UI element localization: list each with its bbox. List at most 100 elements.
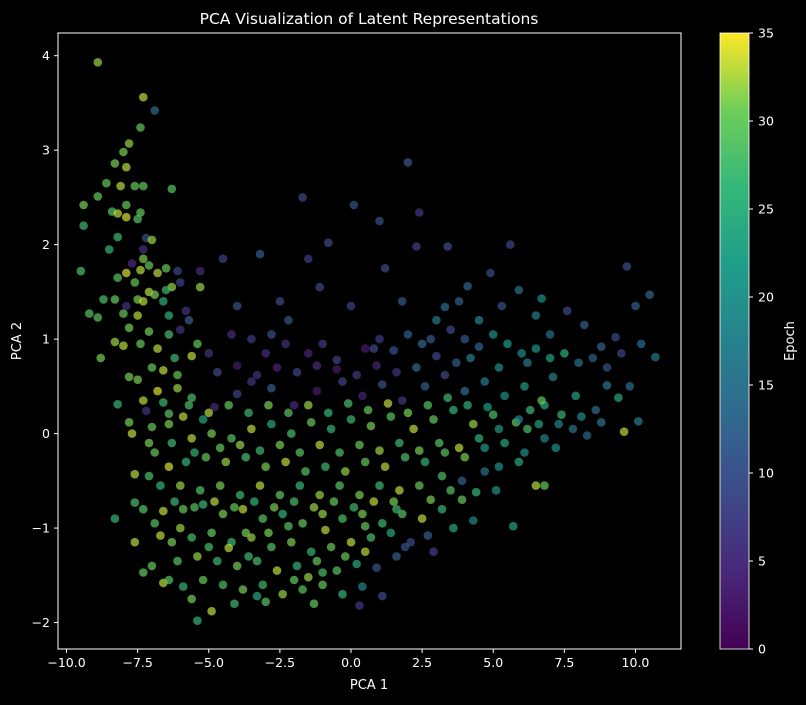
- data-point: [116, 181, 125, 191]
- data-point: [275, 297, 285, 306]
- data-point: [190, 448, 199, 457]
- data-point: [474, 434, 484, 443]
- data-point: [429, 547, 438, 556]
- data-point: [144, 327, 154, 336]
- data-point: [548, 372, 558, 382]
- data-point: [218, 580, 228, 590]
- data-point: [159, 366, 168, 375]
- data-point: [474, 342, 484, 352]
- data-point: [230, 503, 239, 512]
- data-point: [215, 481, 225, 490]
- data-point: [645, 290, 654, 300]
- data-point: [457, 476, 467, 486]
- data-point: [506, 240, 515, 249]
- data-point: [568, 424, 578, 434]
- data-point: [480, 377, 490, 386]
- x-tick-label: −10.0: [47, 655, 85, 670]
- data-point: [141, 406, 151, 416]
- data-point: [193, 552, 202, 561]
- data-point: [554, 419, 563, 429]
- data-point: [195, 282, 205, 292]
- data-point: [403, 158, 413, 167]
- data-point: [324, 408, 333, 418]
- y-axis-label: PCA 2: [10, 322, 25, 360]
- data-point: [360, 344, 370, 353]
- data-point: [292, 367, 302, 377]
- x-tick-label: 7.5: [554, 655, 574, 670]
- data-point: [284, 315, 293, 325]
- data-point: [389, 346, 399, 355]
- data-point: [349, 200, 359, 210]
- data-point: [247, 334, 256, 344]
- data-point: [173, 370, 182, 380]
- data-point: [261, 462, 271, 472]
- x-axis-ticks: −10.0 −7.5 −5.0 −2.5 0.0 2.5 5.0 7.5 10.0: [47, 649, 649, 670]
- y-tick-label: 0: [42, 426, 50, 441]
- data-point: [452, 358, 461, 368]
- data-point: [264, 528, 273, 538]
- data-point: [247, 377, 256, 386]
- data-point: [190, 503, 199, 512]
- data-point: [193, 339, 202, 349]
- data-point: [139, 92, 148, 102]
- data-point: [352, 559, 362, 569]
- data-point: [426, 334, 436, 344]
- data-point: [466, 353, 475, 363]
- data-point: [423, 531, 433, 540]
- chart-title: PCA Visualization of Latent Representati…: [200, 10, 539, 28]
- colorbar-label: Epoch: [783, 321, 798, 361]
- data-point: [133, 375, 142, 385]
- data-point: [187, 393, 196, 403]
- data-point: [93, 58, 103, 67]
- data-point: [403, 408, 413, 418]
- data-point: [417, 339, 427, 349]
- data-point: [449, 523, 458, 533]
- data-point: [198, 500, 208, 509]
- data-point: [178, 504, 188, 514]
- data-point: [437, 504, 447, 514]
- data-point: [309, 599, 319, 608]
- data-point: [181, 457, 191, 467]
- data-point: [252, 591, 262, 601]
- data-point: [161, 264, 171, 273]
- data-point: [537, 396, 546, 405]
- data-point: [269, 503, 279, 512]
- data-point: [321, 525, 330, 535]
- data-point: [170, 353, 179, 363]
- data-point: [93, 192, 103, 201]
- data-point: [375, 334, 384, 344]
- y-tick-label: 2: [42, 237, 50, 252]
- data-point: [187, 594, 196, 604]
- data-point: [602, 363, 612, 372]
- data-point: [232, 361, 242, 370]
- data-point: [326, 542, 336, 552]
- y-axis-ticks: −2 −1 0 1 2 3 4: [32, 48, 58, 630]
- data-point: [144, 471, 154, 481]
- data-point: [597, 418, 606, 427]
- data-point: [227, 434, 236, 443]
- data-point: [187, 351, 196, 361]
- data-point: [494, 363, 504, 372]
- data-point: [454, 443, 464, 453]
- data-point: [449, 405, 458, 415]
- data-point: [139, 245, 148, 254]
- data-point: [275, 440, 285, 450]
- x-tick-label: −5.0: [194, 655, 224, 670]
- data-point: [150, 519, 159, 528]
- data-point: [281, 457, 290, 467]
- data-point: [531, 344, 541, 353]
- data-point: [96, 353, 105, 363]
- y-tick-label: 4: [42, 48, 50, 63]
- data-point: [369, 497, 379, 506]
- data-point: [298, 585, 307, 594]
- data-point: [284, 521, 293, 531]
- data-point: [304, 572, 313, 582]
- data-point: [272, 566, 282, 575]
- data-point: [560, 349, 569, 358]
- data-point: [167, 438, 177, 448]
- data-point: [363, 405, 373, 415]
- data-point: [520, 448, 529, 457]
- data-point: [198, 415, 208, 424]
- data-point: [446, 325, 455, 335]
- data-point: [298, 519, 307, 528]
